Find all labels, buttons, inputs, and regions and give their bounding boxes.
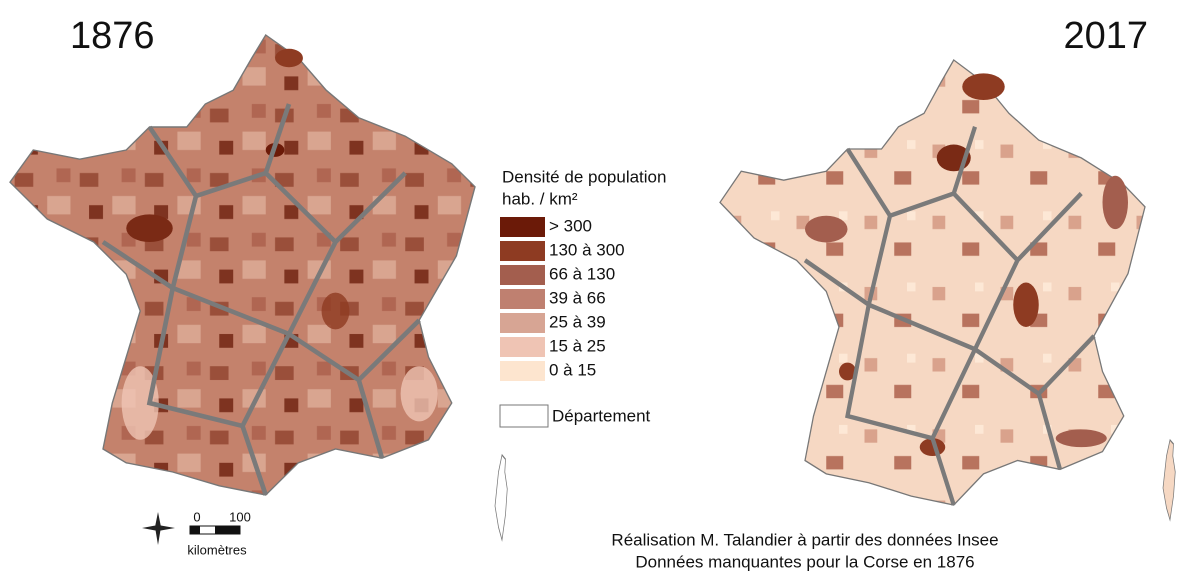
credit-line: Données manquantes pour la Corse en 1876 [635,552,974,571]
legend-swatch [500,265,545,285]
legend-label: 25 à 39 [549,312,606,331]
legend-label: > 300 [549,216,592,235]
corsica-2017 [1162,439,1177,521]
department-swatch [499,404,549,428]
year-left: 1876 [70,15,155,57]
scale-tick: 0 [193,509,200,524]
scale-tick: 100 [229,509,251,524]
credit-line: Réalisation M. Talandier à partir des do… [611,530,998,549]
legend-unit: hab. / km² [502,189,578,208]
legend-title: Densité de population [502,167,666,186]
legend-label: 0 à 15 [549,360,596,379]
year-right: 2017 [1063,15,1148,57]
legend-label: 66 à 130 [549,264,615,283]
legend-swatch [500,217,545,237]
legend-swatch [500,241,545,261]
scale-unit: kilomètres [187,542,247,557]
legend-label: 39 à 66 [549,288,606,307]
legend-swatch [500,313,545,333]
department-label: Département [552,406,651,425]
map-2017 [720,60,1145,505]
legend-swatch [500,361,545,381]
legend-swatch [500,337,545,357]
scale-bar [189,525,241,535]
legend-label: 15 à 25 [549,336,606,355]
legend: > 300 130 à 300 66 à 130 39 à 66 25 à 39 15 à… [500,216,625,381]
legend-label: 130 à 300 [549,240,625,259]
map-1876 [10,35,475,495]
legend-swatch [500,289,545,309]
corsica-1876 [494,454,509,541]
compass [142,512,175,545]
